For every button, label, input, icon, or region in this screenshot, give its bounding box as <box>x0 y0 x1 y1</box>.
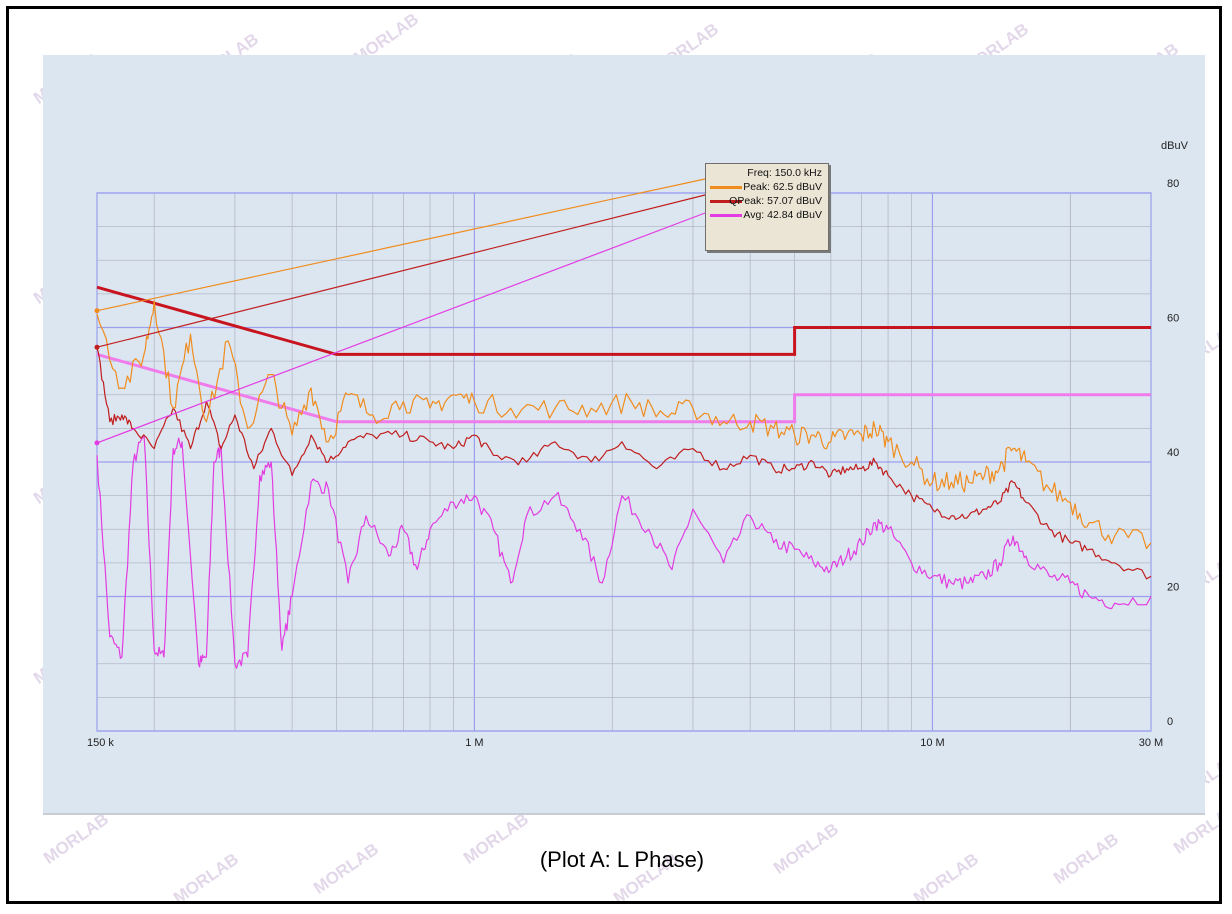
avg-marker-point <box>94 440 100 446</box>
qpeak-marker-point <box>94 344 100 350</box>
legend-frequency: Freq: 150.0 kHz <box>747 167 822 179</box>
qpeak-limit-line <box>96 285 1151 356</box>
y-axis-unit-label: dBuV <box>1161 140 1189 152</box>
quasi-peak-trace <box>96 347 1152 580</box>
legend-peak-value: Peak: 62.5 dBuV <box>743 181 822 193</box>
avg-swatch <box>710 214 742 217</box>
legend-item-peak: Peak: 62.5 dBuV <box>710 181 822 195</box>
average-limit-line <box>96 352 1151 424</box>
average-trace <box>96 434 1152 669</box>
plot-panel: 150 k 1 M 10 M 30 M 0 20 40 60 80 dBuV <box>43 55 1205 815</box>
qpeak-swatch <box>710 200 742 203</box>
x-tick-label: 1 M <box>465 737 483 749</box>
legend-item-avg: Avg: 42.84 dBuV <box>710 209 822 223</box>
peak-marker-leader-line <box>96 178 706 312</box>
legend-item-qpeak: QPeak: 57.07 dBuV <box>710 195 822 209</box>
peak-marker-point <box>94 308 100 314</box>
measurement-legend[interactable]: Freq: 150.0 kHz Peak: 62.5 dBuV QPeak: 5… <box>705 163 829 251</box>
y-tick-label: 40 <box>1167 447 1179 459</box>
peak-trace <box>96 300 1152 550</box>
y-tick-label: 80 <box>1167 178 1179 190</box>
figure-frame: MORLAB MORLAB MORLAB MORLAB MORLAB MORLAB MORL… <box>6 6 1222 904</box>
y-tick-label: 60 <box>1167 313 1179 325</box>
avg-marker-leader-line <box>96 212 706 444</box>
figure-caption: (Plot A: L Phase) <box>539 847 705 872</box>
legend-avg-value: Avg: 42.84 dBuV <box>743 209 822 221</box>
legend-qpeak-value: QPeak: 57.07 dBuV <box>729 195 822 207</box>
emission-chart: 150 k 1 M 10 M 30 M 0 20 40 60 80 dBuV <box>87 140 1189 749</box>
qpeak-marker-leader-line <box>96 194 706 348</box>
y-tick-label: 0 <box>1167 716 1173 728</box>
peak-swatch <box>710 186 742 189</box>
x-tick-label: 30 M <box>1139 737 1163 749</box>
y-tick-label: 20 <box>1167 582 1179 594</box>
x-tick-label: 150 k <box>87 737 114 749</box>
x-tick-label: 10 M <box>920 737 944 749</box>
